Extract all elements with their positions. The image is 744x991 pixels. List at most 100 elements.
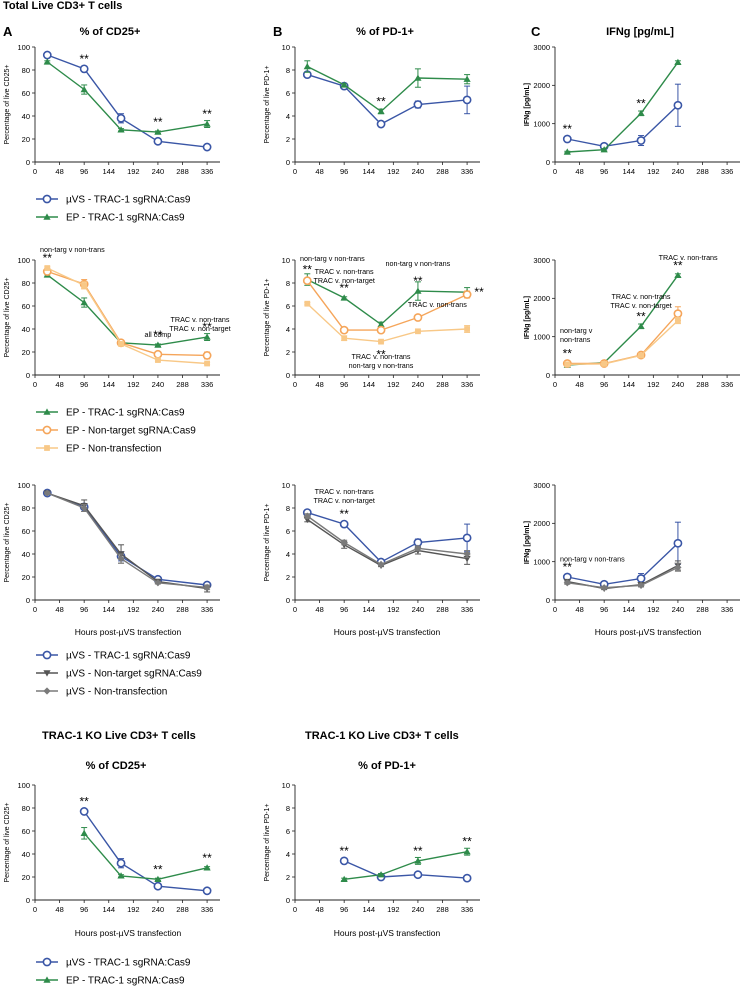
x-tick-label: 48 [315,380,323,389]
x-tick-label: 240 [672,167,685,176]
chart-r2c1: 0 20 40 60 80 100 0 48 96 144 192 240 288 336 Percenta… [4,245,231,389]
x-tick-label: 192 [387,905,400,914]
legend-marker [43,670,51,677]
series-1 [563,58,682,155]
significance-mark: ** [563,347,573,361]
data-point [601,361,608,367]
x-tick-label: 0 [293,605,297,614]
legend-item: EP - Non-target sgRNA:Cas9 [36,426,196,437]
series-0 [339,856,472,883]
data-point [376,119,386,129]
significance-mark: ** [636,309,646,323]
data-point [339,325,349,335]
y-tick-label: 100 [17,781,30,790]
x-tick-label: 240 [412,167,425,176]
significance-mark: ** [339,507,349,521]
y-tick-label: 0 [26,596,30,605]
y-tick-label: 80 [22,66,30,75]
data-point [414,287,422,294]
y-tick-label: 2 [286,135,290,144]
x-tick-label: 144 [102,605,115,614]
x-tick-label: 48 [55,605,63,614]
legend-marker [42,957,52,967]
data-point [154,579,162,587]
x-tick-label: 240 [152,167,165,176]
y-tick-label: 0 [26,896,30,905]
y-tick-label: 1000 [533,332,550,341]
y-tick-label: 60 [22,302,30,311]
significance-mark: ** [153,115,163,129]
data-point [203,120,211,127]
significance-mark: ** [413,274,423,288]
data-point [80,504,88,512]
data-point [155,357,161,363]
y-tick-label: 2000 [533,81,550,90]
x-tick-label: 288 [436,167,449,176]
data-point [340,81,348,88]
x-tick-label: 240 [152,905,165,914]
y-axis-label: Percentage of live CD25+ [4,503,11,583]
legend-label: EP - Non-transfection [66,444,161,455]
x-tick-label: 336 [461,605,474,614]
y-tick-label: 0 [286,371,290,380]
series-line [567,104,679,148]
x-tick-label: 48 [55,167,63,176]
series-line [306,65,468,113]
column-title-cd25: % of CD25+ [80,26,141,38]
y-axis-label: Percentage of live CD25+ [4,278,11,358]
data-point [117,126,125,133]
y-tick-label: 0 [286,596,290,605]
data-point [638,352,644,359]
x-tick-label: 144 [362,905,375,914]
y-tick-label: 1000 [533,557,550,566]
x-axis-label-row4-col2: Hours post-µVS transfection [334,928,441,938]
data-point [377,107,385,115]
legend-item: µVS - TRAC-1 sgRNA:Cas9 [36,958,191,969]
significance-mark: ** [339,844,349,858]
data-point [415,328,421,335]
x-tick-label: 288 [696,380,709,389]
y-tick-label: 80 [22,504,30,513]
data-point [674,271,682,279]
x-tick-label: 336 [721,380,734,389]
series-2 [44,265,211,367]
x-tick-label: 96 [600,605,608,614]
y-tick-label: 10 [282,256,290,265]
series-2 [563,563,682,592]
x-tick-label: 336 [461,380,474,389]
series-0 [562,83,683,151]
legend-marker [43,408,51,415]
series-line [343,860,468,879]
y-tick-label: 8 [286,804,290,813]
y-tick-label: 40 [22,112,30,121]
data-point [463,550,471,558]
series-line [83,811,208,892]
significance-mark: ** [636,96,646,110]
y-axis-label: IFNg [pg/mL] [524,83,531,126]
comparison-note: non-targ v non-trans [560,555,625,564]
x-tick-label: 0 [33,167,37,176]
chart-r3c3: 0 1000 2000 3000 0 48 96 144 192 240 288 336 IFNg [p… [524,481,740,614]
column-title-cd25-trac: % of CD25+ [86,760,147,772]
x-tick-label: 0 [553,605,557,614]
comparison-note: TRAC v. non-target [313,276,374,285]
legend-marker [44,445,50,451]
y-tick-label: 3000 [533,481,550,490]
data-point [377,560,385,568]
x-tick-label: 336 [721,605,734,614]
series-1 [42,267,212,360]
y-tick-label: 3000 [533,43,550,52]
comparison-note: TRAC v. non-trans [659,253,718,262]
significance-mark: ** [563,560,573,574]
data-point [117,555,125,563]
y-tick-label: 2 [286,573,290,582]
x-tick-label: 192 [647,380,660,389]
legend-label: µVS - TRAC-1 sgRNA:Cas9 [66,651,191,662]
x-tick-label: 192 [127,905,140,914]
data-point [80,298,88,306]
legend-marker [42,425,52,435]
significance-mark: ** [153,862,163,876]
legend-row2: EP - TRAC-1 sgRNA:Cas9 EP - Non-target sg… [36,408,196,455]
data-point [413,100,423,109]
x-tick-label: 288 [176,167,189,176]
